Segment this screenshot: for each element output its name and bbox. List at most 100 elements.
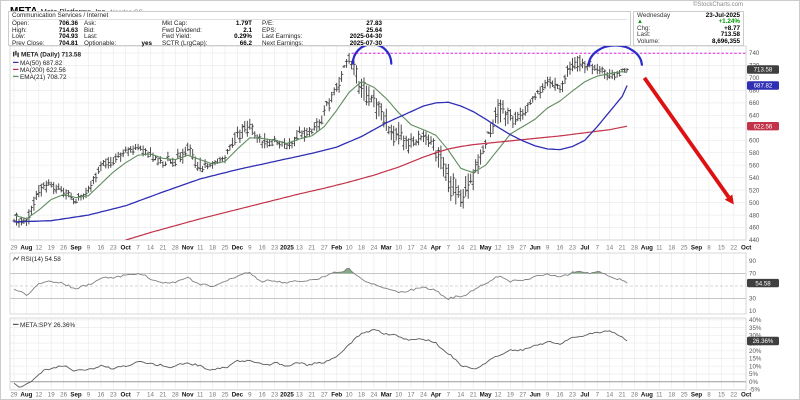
date-tick-label: Apr (431, 391, 442, 398)
date-tick-label: 9 (546, 391, 550, 398)
date-tick-label: Sep (70, 391, 82, 398)
svg-text:713.58: 713.58 (754, 67, 773, 74)
date-tick-label: Jun (530, 391, 541, 398)
date-tick-label: 27 (321, 244, 328, 251)
fund-label: Fwd Dividend: (162, 26, 202, 34)
fund-value: 2.1 (243, 26, 252, 34)
pct-change: +1.24% (718, 18, 740, 26)
date-tick-label: 13 (296, 244, 303, 251)
fund-label: Bid: (84, 26, 95, 34)
ema21-legend-label: EMA(21) 708.72 (20, 74, 67, 81)
projection-arrow-head (724, 194, 734, 205)
date-tick-label: Feb (331, 244, 342, 251)
date-tick-label: 12 (35, 244, 42, 251)
date-tick-label: 24 (370, 391, 377, 398)
fund-label: Last: (84, 33, 98, 41)
fund-value: 0.29% (234, 33, 252, 41)
date-tick-label: 25 (222, 391, 229, 398)
fund-label: EPS: (262, 26, 277, 34)
quote-day: Wednesday (637, 12, 671, 19)
price-axis-label: 480 (749, 212, 760, 219)
fund-value: 704.93 (58, 33, 78, 41)
price-axis-label: 500 (749, 200, 760, 207)
chg-value: +8.77 (724, 24, 740, 32)
fund-value: 27.83 (366, 20, 382, 27)
date-tick-label: 27 (321, 391, 328, 398)
price-value-box (747, 122, 779, 131)
date-tick-label: 28 (172, 391, 179, 398)
date-tick-label: 29 (11, 391, 18, 398)
date-tick-label: Aug (20, 244, 32, 251)
date-tick-label: 7 (447, 244, 451, 251)
svg-text:687.82: 687.82 (754, 83, 773, 90)
fund-label: Ask: (84, 20, 97, 27)
chg-label: Chg: (637, 24, 651, 32)
date-tick-label: 18 (668, 244, 675, 251)
date-tick-label: 25 (222, 244, 229, 251)
date-tick-label: 18 (209, 244, 216, 251)
price-axis-label: 560 (749, 162, 760, 169)
date-tick-label: 11 (197, 391, 204, 398)
fund-value: 2025-07-30 (349, 39, 382, 47)
date-tick-label: 12 (495, 391, 502, 398)
ratio-axis-label: 0% (749, 379, 758, 386)
date-tick-label: 21 (308, 391, 315, 398)
fund-value: 706.36 (58, 20, 78, 27)
ma200-line (125, 125, 628, 240)
date-tick-label: Oct (121, 244, 131, 251)
date-tick-label: 24 (420, 391, 427, 398)
fund-value: 2025-04-30 (349, 33, 382, 41)
ratio-legend-label: META:SPY 26.36% (20, 322, 75, 329)
last-value: 713.58 (720, 31, 740, 39)
date-tick-label: 21 (619, 391, 626, 398)
price-axis-label: 640 (749, 113, 760, 120)
date-tick-label: 25 (681, 391, 688, 398)
date-tick-label: 7 (596, 391, 600, 398)
date-tick-label: 10 (346, 244, 353, 251)
date-tick-label: Nov (182, 244, 194, 251)
date-tick-label: Aug (20, 391, 32, 398)
price-value-box (747, 65, 779, 74)
fund-label: Open: (12, 20, 30, 27)
up-arrow-icon: ▲ (637, 19, 643, 26)
ratio-axis-label: -5% (749, 387, 761, 394)
date-tick-label: Oct (741, 244, 751, 251)
date-tick-label: 11 (197, 244, 204, 251)
date-tick-label: Mar (381, 391, 393, 398)
date-tick-label: 27 (519, 391, 526, 398)
date-tick-label: 19 (48, 244, 55, 251)
date-tick-label: Apr (431, 244, 442, 251)
date-tick-label: 10 (395, 391, 402, 398)
date-tick-label: 14 (606, 244, 613, 251)
fund-label: Next Earnings: (262, 39, 304, 47)
date-tick-label: 11 (656, 391, 663, 398)
quote-volume-row: Volume: 8,696,355 (637, 38, 740, 45)
rsi-overbought-fill (138, 268, 604, 274)
ratio-axis-label: 10% (749, 363, 762, 370)
ma200-legend-label: MA(200) 622.56 (20, 67, 66, 74)
quote-date-row: Wednesday 23-Jul-2025 (637, 12, 740, 19)
date-tick-label: 9 (87, 391, 91, 398)
fund-label: Last Earnings: (262, 33, 303, 41)
date-tick-label: 17 (408, 244, 415, 251)
quote-date: 23-Jul-2025 (705, 12, 740, 19)
date-tick-label: Mar (381, 244, 393, 251)
ohlc-ticks (12, 54, 629, 224)
fundamentals-box: Communication Services / Internet Open: 7… (8, 11, 631, 46)
quote-box: Wednesday 23-Jul-2025 ▲ +1.24% Chg: +8.7… (633, 11, 744, 46)
fund-label: Fwd Yield: (162, 33, 192, 41)
date-tick-label: Oct (741, 391, 751, 398)
date-tick-label: Sep (70, 244, 82, 251)
ratio-axis-label: 30% (749, 333, 762, 340)
date-tick-label: 7 (447, 391, 451, 398)
fund-label: Prev Close: (12, 39, 45, 47)
date-tick-label: 14 (147, 391, 154, 398)
fund-value: 714.63 (58, 26, 78, 34)
indicator-icon (12, 256, 20, 261)
date-tick-label: 23 (110, 391, 117, 398)
fund-value: 1.79T (235, 20, 252, 27)
date-tick-label: Feb (331, 391, 342, 398)
date-tick-label: 12 (495, 244, 502, 251)
price-value-box (747, 81, 779, 90)
